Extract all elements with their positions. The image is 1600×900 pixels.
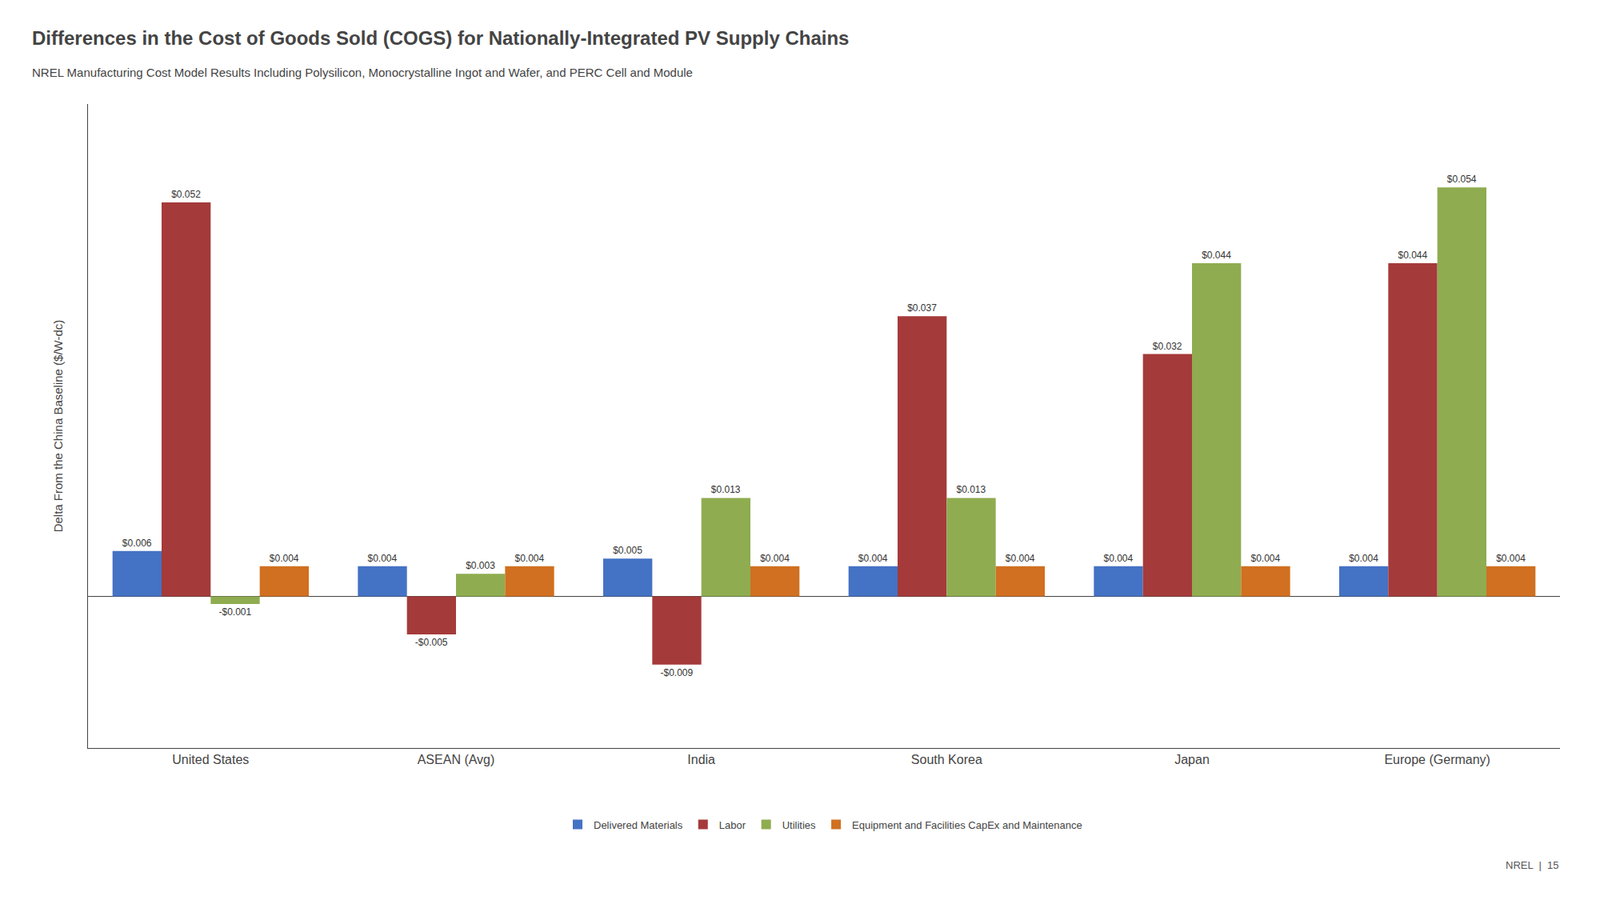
svg-text:ASEAN (Avg): ASEAN (Avg): [417, 752, 496, 767]
svg-text:-$0.009: -$0.009: [660, 667, 693, 679]
svg-text:$0.004: $0.004: [760, 552, 790, 564]
svg-text:$0.054: $0.054: [1447, 173, 1477, 185]
svg-text:$0.044: $0.044: [1201, 249, 1232, 261]
svg-text:$0.004: $0.004: [1103, 552, 1133, 564]
svg-text:$0.044: $0.044: [1397, 249, 1428, 261]
svg-text:$0.004: $0.004: [514, 552, 544, 564]
svg-text:$0.003: $0.003: [465, 560, 496, 572]
svg-text:$0.004: $0.004: [367, 552, 397, 564]
svg-text:NREL | 15: NREL | 15: [1505, 859, 1559, 872]
svg-text:Equipment and Facilities CapEx: Equipment and Facilities CapEx and Maint…: [852, 819, 1083, 832]
svg-text:$0.004: $0.004: [269, 552, 300, 564]
svg-text:$0.013: $0.013: [956, 484, 986, 496]
svg-text:India: India: [687, 752, 716, 767]
svg-text:$0.004: $0.004: [1496, 552, 1526, 564]
svg-text:$0.037: $0.037: [907, 302, 937, 314]
svg-text:$0.004: $0.004: [1005, 552, 1036, 564]
svg-text:-$0.005: -$0.005: [415, 636, 448, 648]
svg-text:Europe (Germany): Europe (Germany): [1384, 752, 1491, 767]
svg-text:Delivered Materials: Delivered Materials: [593, 819, 684, 832]
svg-text:$0.032: $0.032: [1152, 340, 1183, 352]
svg-text:South Korea: South Korea: [911, 752, 983, 767]
svg-text:$0.004: $0.004: [858, 552, 888, 564]
svg-text:$0.005: $0.005: [612, 544, 643, 556]
svg-text:Japan: Japan: [1174, 752, 1210, 767]
svg-text:$0.006: $0.006: [122, 537, 152, 549]
svg-text:United States: United States: [172, 752, 249, 767]
svg-text:Labor: Labor: [719, 819, 747, 832]
svg-text:$0.013: $0.013: [711, 484, 741, 496]
svg-text:Differences in the Cost of Goo: Differences in the Cost of Goods Sold (C…: [32, 27, 849, 49]
svg-text:$0.004: $0.004: [1250, 552, 1280, 564]
svg-text:-$0.001: -$0.001: [218, 606, 252, 618]
svg-text:$0.052: $0.052: [171, 188, 201, 200]
svg-text:Utilities: Utilities: [782, 819, 816, 832]
svg-text:$0.004: $0.004: [1348, 552, 1379, 564]
svg-text:NREL Manufacturing Cost Model: NREL Manufacturing Cost Model Results In…: [32, 65, 693, 80]
svg-text:Delta From the China Baseline: Delta From the China Baseline ($/W-dc): [51, 320, 65, 533]
